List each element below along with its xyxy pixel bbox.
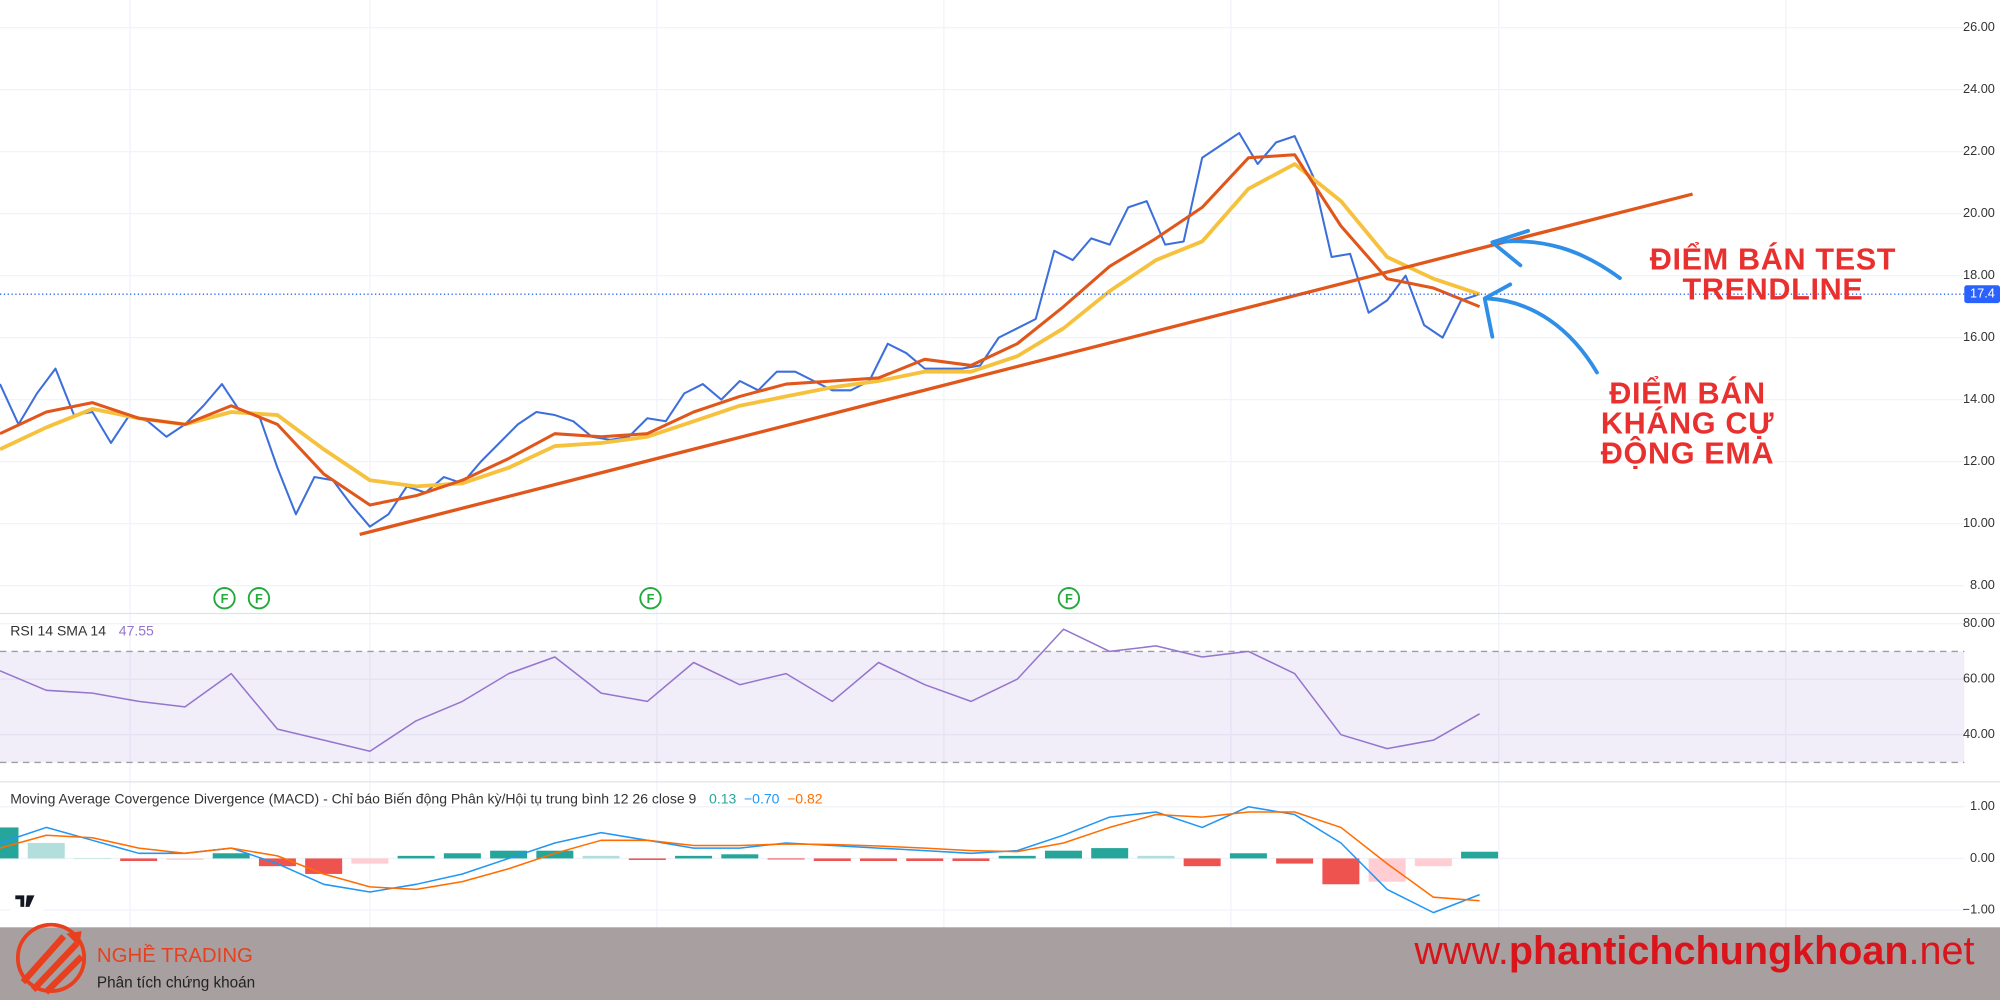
histogram-bar <box>1276 858 1314 864</box>
series-line <box>0 811 1480 902</box>
arrows <box>1482 228 1622 375</box>
y-tick-label: 40.00 <box>1963 726 1995 741</box>
annotation-text: KHÁNG CỰ <box>1601 405 1774 440</box>
pane-title: RSI 14 SMA 14 <box>10 622 106 638</box>
histogram-bar <box>813 858 851 862</box>
y-tick-label: 26.00 <box>1963 19 1995 34</box>
histogram-bar <box>490 850 528 859</box>
annotation-text: TRENDLINE <box>1683 273 1864 307</box>
histogram-bar <box>1137 855 1175 859</box>
pane-value: 0.13 <box>709 790 736 806</box>
histogram-bar <box>906 858 944 862</box>
pane-header: RSI 14 SMA 14 47.55 <box>10 622 154 638</box>
series-line <box>0 153 1481 507</box>
histogram-bar <box>721 854 759 859</box>
histogram-bar <box>0 827 19 859</box>
histogram-bar <box>120 858 158 862</box>
pane-value: −0.82 <box>787 790 823 806</box>
event-marker <box>1057 587 1081 610</box>
event-label: F <box>221 591 229 606</box>
logo-arrow <box>66 931 82 947</box>
histogram-bar <box>305 858 343 874</box>
rsi-band <box>0 651 1965 763</box>
event-marker <box>639 587 662 610</box>
arrow-head <box>1482 282 1513 339</box>
y-tick-label: 80.00 <box>1963 615 1995 630</box>
annotation-text: ĐỘNG EMA <box>1601 434 1774 470</box>
arrow <box>1485 296 1599 375</box>
pane-value: −0.70 <box>744 790 780 806</box>
brand-tagline: Phân tích chứng khoán <box>97 974 255 991</box>
histogram-bar <box>351 858 389 864</box>
arrow <box>1492 239 1622 280</box>
trendline <box>359 192 1694 537</box>
histogram-bar <box>212 853 250 859</box>
y-tick-label: 1.00 <box>1970 798 1995 813</box>
y-tick-label: −1.00 <box>1963 901 1995 916</box>
logo-mark <box>15 895 35 907</box>
histogram-bar <box>397 855 435 859</box>
histogram-bar <box>767 858 805 860</box>
histogram-bar <box>1091 848 1129 859</box>
y-tick-label: 60.00 <box>1963 671 1995 686</box>
y-tick-label: 12.00 <box>1963 453 1995 468</box>
plot-layer: 8.00 10.00 12.00 14.00 16.00 18.00 20.00 22.00 2… <box>0 0 2000 928</box>
event-marker <box>247 587 271 610</box>
y-tick-label: 24.00 <box>1963 81 1995 96</box>
event-marker <box>213 587 236 610</box>
y-tick-label: 0.00 <box>1970 850 1995 865</box>
histogram-bar <box>628 858 666 860</box>
y-tick-label: 16.00 <box>1963 329 1995 344</box>
series-line <box>0 628 1480 753</box>
website: www.phantichchungkhoan.net <box>1413 930 1974 974</box>
event-label: F <box>255 591 263 606</box>
histogram-bar <box>1322 858 1360 885</box>
event-label: F <box>1065 591 1073 606</box>
y-tick-label: 14.00 <box>1963 391 1995 406</box>
url-part: www. <box>1413 930 1508 974</box>
histogram-bar <box>860 858 898 862</box>
logo-stripes <box>20 934 84 995</box>
last-price-label: 17.4 <box>1970 286 1995 301</box>
histogram-bar <box>1044 850 1082 859</box>
histogram-bar <box>258 858 296 867</box>
pane-value: 47.55 <box>119 622 154 638</box>
histogram-bar <box>73 858 111 860</box>
brand-name: NGHỀ TRADING <box>97 944 253 967</box>
histogram-bar <box>27 842 65 859</box>
last-price-box <box>1964 285 2000 304</box>
url-part: .net <box>1909 930 1975 974</box>
arrow-head <box>1490 228 1530 268</box>
url-part: phantichchungkhoan <box>1509 930 1909 974</box>
tv-logo <box>10 889 44 915</box>
histogram-bar <box>952 858 990 862</box>
histogram-bar <box>1414 858 1452 867</box>
histogram-bar <box>536 850 574 859</box>
histogram-bar <box>1229 853 1267 859</box>
annotation-text: ĐIỂM BÁN TEST <box>1650 242 1896 277</box>
histogram-bar <box>582 855 620 859</box>
pane-title: Moving Average Covergence Divergence (MA… <box>10 790 696 806</box>
brand-logo <box>15 922 87 995</box>
histogram-bar <box>443 853 481 859</box>
banner <box>0 927 2000 1000</box>
annotation-text: ĐIỂM BÁN <box>1609 376 1765 411</box>
histogram-bar <box>675 855 713 859</box>
histogram-bar <box>1368 858 1406 882</box>
y-tick-label: 8.00 <box>1970 577 1995 592</box>
histogram-bar <box>998 855 1036 859</box>
pane-header: Moving Average Covergence Divergence (MA… <box>10 790 823 806</box>
histogram-bar <box>166 858 204 860</box>
y-tick-label: 22.00 <box>1963 143 1995 158</box>
y-tick-label: 18.00 <box>1963 267 1995 282</box>
y-tick-label: 10.00 <box>1963 515 1995 530</box>
event-label: F <box>647 591 655 606</box>
histogram-bar <box>1461 851 1499 859</box>
histogram-bar <box>1183 858 1221 867</box>
y-tick-label: 20.00 <box>1963 205 1995 220</box>
